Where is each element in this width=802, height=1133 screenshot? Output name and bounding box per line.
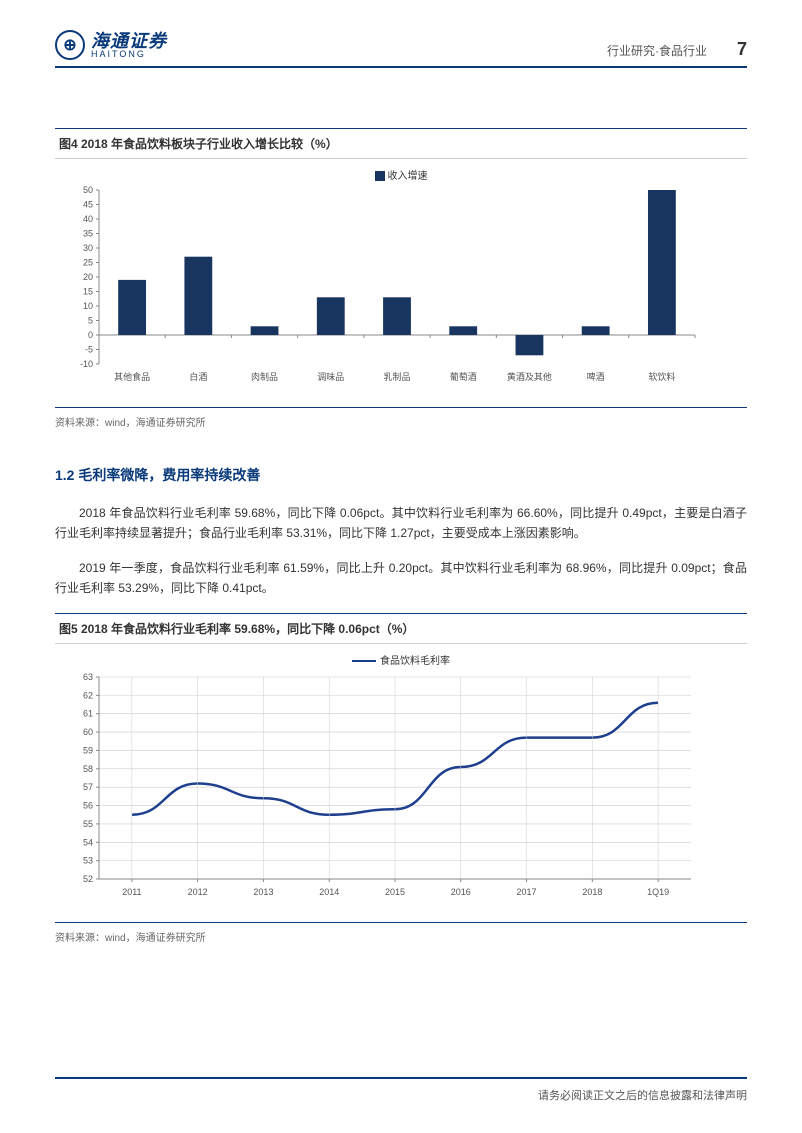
chart4-legend-swatch [375,171,385,181]
svg-text:肉制品: 肉制品 [251,371,278,382]
svg-text:1Q19: 1Q19 [647,887,669,897]
svg-text:55: 55 [83,818,93,828]
svg-text:25: 25 [83,258,93,268]
svg-text:2015: 2015 [385,887,405,897]
svg-text:调味品: 调味品 [317,371,344,382]
chart5-container: 图5 2018 年食品饮料行业毛利率 59.68%，同比下降 0.06pct（%… [55,613,747,923]
chart5-legend-label: 食品饮料毛利率 [380,656,450,667]
footer-disclaimer: 请务必阅读正文之后的信息披露和法律声明 [55,1077,747,1103]
chart4-container: 图4 2018 年食品饮料板块子行业收入增长比较（%） 收入增速 -10 -5 0 5… [55,128,747,408]
svg-text:35: 35 [83,229,93,239]
svg-text:20: 20 [83,272,93,282]
svg-text:10: 10 [83,301,93,311]
svg-text:54: 54 [83,837,93,847]
svg-text:61: 61 [83,708,93,718]
chart5-source: 资料来源：wind，海通证券研究所 [55,929,747,944]
logo-block: ⊕ 海通证券 HAITONG [55,30,167,60]
svg-text:2013: 2013 [253,887,273,897]
svg-text:黄酒及其他: 黄酒及其他 [507,371,552,382]
svg-text:52: 52 [83,874,93,884]
svg-text:59: 59 [83,745,93,755]
logo-cn-text: 海通证券 [91,32,167,50]
svg-text:啤酒: 啤酒 [587,371,605,382]
section-1-2-heading: 1.2 毛利率微降，费用率持续改善 [55,465,747,485]
chart4-legend-label: 收入增速 [388,171,428,182]
svg-text:62: 62 [83,690,93,700]
logo-en-text: HAITONG [91,50,167,59]
chart5-title: 图5 2018 年食品饮料行业毛利率 59.68%，同比下降 0.06pct（%… [55,614,747,644]
svg-text:58: 58 [83,763,93,773]
svg-text:2014: 2014 [319,887,339,897]
svg-text:53: 53 [83,855,93,865]
chart5-legend-line [352,660,376,663]
svg-text:葡萄酒: 葡萄酒 [450,371,477,382]
svg-text:-10: -10 [80,359,93,369]
svg-text:56: 56 [83,800,93,810]
svg-text:其他食品: 其他食品 [114,371,150,382]
svg-text:57: 57 [83,782,93,792]
chart4-source: 资料来源：wind，海通证券研究所 [55,414,747,429]
page-header: ⊕ 海通证券 HAITONG 行业研究·食品行业 7 [55,30,747,68]
section-1-2-para2: 2019 年一季度，食品饮料行业毛利率 61.59%，同比上升 0.20pct。… [55,558,747,599]
svg-text:50: 50 [83,186,93,195]
svg-text:2016: 2016 [451,887,471,897]
svg-text:40: 40 [83,214,93,224]
svg-text:15: 15 [83,287,93,297]
svg-text:-5: -5 [85,345,93,355]
svg-text:45: 45 [83,200,93,210]
section-1-2-para1: 2018 年食品饮料行业毛利率 59.68%，同比下降 0.06pct。其中饮料… [55,503,747,544]
svg-text:30: 30 [83,243,93,253]
header-category: 行业研究·食品行业 [607,42,707,59]
svg-text:63: 63 [83,672,93,682]
chart5-svg: 52 53 54 55 56 57 58 59 60 61 62 63 2011 2012 2013 2014… [65,671,705,901]
svg-text:乳制品: 乳制品 [383,371,410,382]
svg-text:2011: 2011 [122,887,141,897]
svg-text:2012: 2012 [188,887,208,897]
svg-text:2018: 2018 [582,887,602,897]
page-number: 7 [737,39,747,60]
svg-text:2017: 2017 [517,887,537,897]
svg-text:0: 0 [88,330,93,340]
svg-text:60: 60 [83,727,93,737]
chart4-title: 图4 2018 年食品饮料板块子行业收入增长比较（%） [55,129,747,159]
chart5-legend: 食品饮料毛利率 [65,652,737,667]
chart4-svg: -10 -5 0 5 10 15 20 25 30 35 40 45 50 其他食品 白酒 肉制品 调味品 乳制品… [65,186,705,386]
svg-text:软饮料: 软饮料 [648,371,675,382]
svg-text:5: 5 [88,316,93,326]
logo-icon: ⊕ [55,30,85,60]
svg-text:白酒: 白酒 [189,371,207,382]
chart4-legend: 收入增速 [65,167,737,182]
